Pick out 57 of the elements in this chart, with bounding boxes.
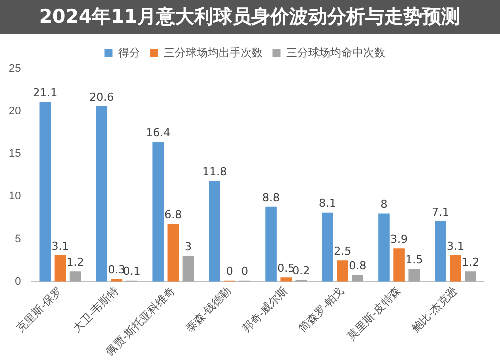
y-tick-label: 20 xyxy=(8,106,22,118)
bar xyxy=(54,255,66,282)
data-label: 1.5 xyxy=(406,253,424,266)
data-label: 7.1 xyxy=(432,206,450,219)
bar xyxy=(322,212,334,282)
x-tick-label: 简森罗-帕戈 xyxy=(296,284,348,336)
data-label: 0.2 xyxy=(292,264,310,278)
data-label: 0.8 xyxy=(349,259,367,272)
x-tick-label: 鲍比-杰克逊 xyxy=(409,284,460,336)
data-label: 3.1 xyxy=(52,240,70,253)
bar xyxy=(450,255,462,282)
bar xyxy=(465,272,476,282)
y-tick-label: 25 xyxy=(8,63,22,76)
bar xyxy=(182,256,194,282)
bar xyxy=(168,224,180,282)
data-label: 3.9 xyxy=(390,233,408,246)
data-label: 6.8 xyxy=(164,208,182,222)
bar xyxy=(435,221,446,282)
data-label: 2.5 xyxy=(334,244,352,258)
data-label: 1.2 xyxy=(462,256,480,269)
bar xyxy=(394,248,405,282)
data-label: 21.1 xyxy=(33,86,58,100)
data-label: 0.3 xyxy=(108,264,126,277)
data-label: 20.6 xyxy=(90,90,114,104)
bar xyxy=(266,206,277,282)
data-label: 3.1 xyxy=(447,240,465,253)
x-tick-label: 邦奇-威尔斯 xyxy=(240,284,291,336)
data-label: 8.1 xyxy=(319,197,337,210)
data-label: 16.4 xyxy=(146,126,171,140)
data-label: 8.8 xyxy=(262,191,280,204)
data-label: 3 xyxy=(184,240,192,254)
bar xyxy=(152,142,164,282)
bar xyxy=(96,106,108,282)
data-label: 8 xyxy=(380,198,388,212)
data-label: 11.8 xyxy=(202,166,228,179)
x-tick-label: 泰森-钱德勒 xyxy=(183,284,234,336)
bar xyxy=(352,275,364,282)
legend-label: 三分球场均出手次数 xyxy=(164,46,263,60)
y-tick-label: 10 xyxy=(8,190,22,203)
bar xyxy=(280,278,292,282)
y-tick-label: 15 xyxy=(8,148,22,160)
data-label: 0 xyxy=(226,265,234,278)
bar xyxy=(408,269,420,282)
legend-label: 得分 xyxy=(118,48,140,60)
bar xyxy=(40,102,52,282)
x-tick-label: 大卫-韦斯特 xyxy=(70,284,122,336)
y-tick-label: 5 xyxy=(15,233,22,246)
data-label: 1.2 xyxy=(66,256,84,269)
legend-label: 三分球场均命中次数 xyxy=(286,46,386,60)
data-label: 0 xyxy=(241,265,248,278)
data-label: 0.1 xyxy=(123,265,141,278)
bar xyxy=(209,181,220,282)
bar xyxy=(378,214,390,282)
bar xyxy=(337,260,348,282)
bar xyxy=(70,272,82,282)
x-tick-label: 莫里斯-皮特森 xyxy=(345,284,404,344)
chart-title: 2024年11月意大利球员身价波动分析与走势预测 xyxy=(0,0,500,34)
